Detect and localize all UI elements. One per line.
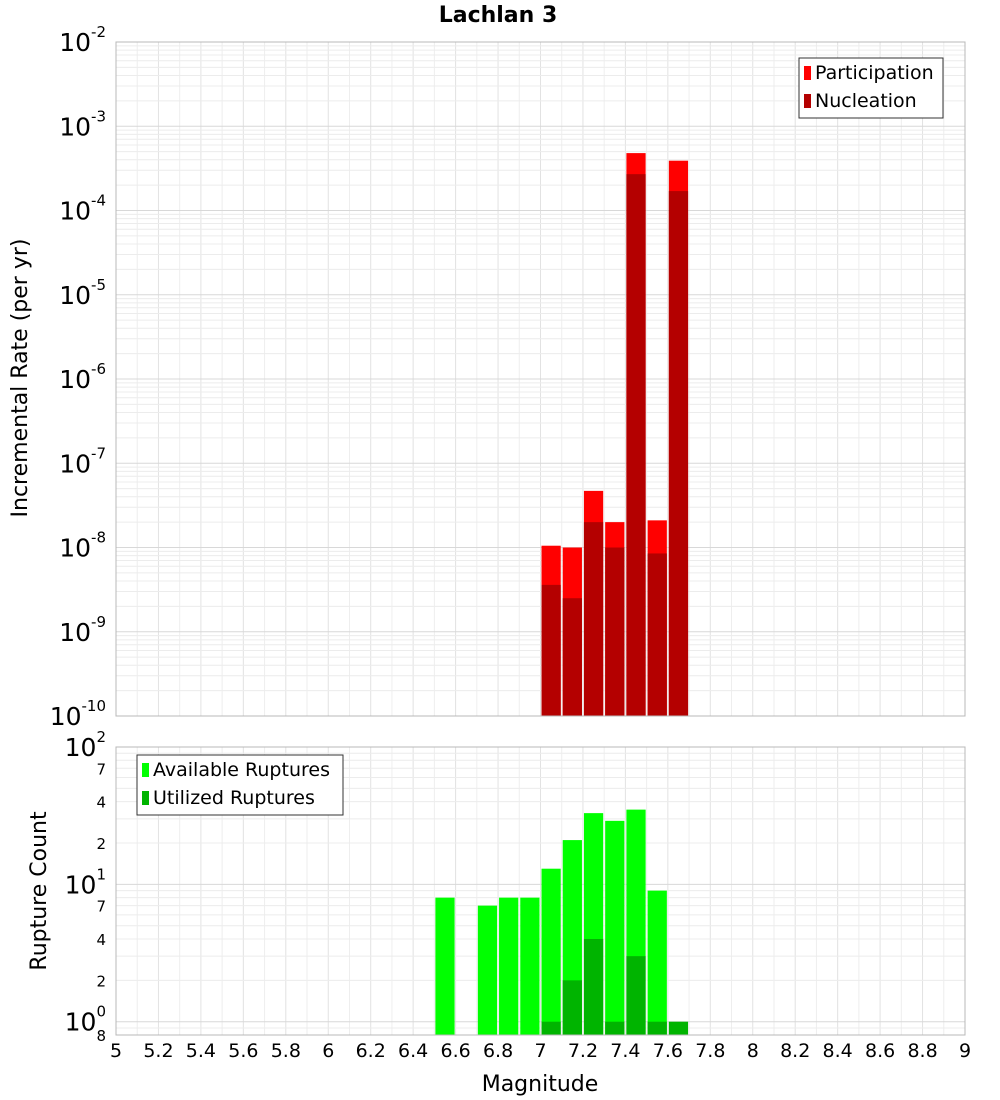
y-tick-label: 10-10	[50, 697, 106, 731]
y-minor-tick-label: 7	[96, 898, 106, 916]
y-minor-tick-label: 4	[96, 931, 106, 949]
y-tick-label: 10-2	[59, 23, 106, 57]
plot-frame	[115, 746, 966, 1036]
x-tick-label: 7.6	[653, 1040, 683, 1062]
count-y-axis-label: Rupture Count	[27, 811, 52, 971]
bar-available-ruptures	[541, 868, 561, 1035]
y-tick-label: 10-6	[59, 360, 106, 394]
bar-available-ruptures	[435, 897, 455, 1035]
x-tick-label: 5.8	[271, 1040, 301, 1062]
bar-nucleation	[583, 522, 604, 716]
legend-swatch	[804, 94, 811, 108]
bar-available-ruptures	[477, 905, 498, 1035]
y-minor-tick-label: 2	[96, 835, 106, 853]
bar-nucleation	[562, 598, 582, 716]
plot-frame	[115, 41, 966, 717]
y-tick-label: 100	[65, 1003, 106, 1037]
x-tick-label: 6.8	[483, 1040, 513, 1062]
x-tick-label: 6.6	[440, 1040, 470, 1062]
legend: Participation Nucleation	[798, 57, 944, 119]
bar-nucleation	[626, 174, 646, 717]
chart-title: Lachlan 3	[439, 3, 558, 28]
x-tick-label: 8.6	[865, 1040, 895, 1062]
x-tick-label: 9	[959, 1040, 971, 1062]
x-tick-label: 5.4	[186, 1040, 216, 1062]
bar-available-ruptures	[605, 820, 625, 1035]
rate-y-axis-label: Incremental Rate (per yr)	[8, 239, 33, 518]
legend: Available Ruptures Utilized Ruptures	[136, 754, 344, 816]
y-tick-label: 10-8	[59, 529, 106, 563]
x-tick-label: 7	[534, 1040, 546, 1062]
legend-swatch	[804, 66, 811, 80]
bar-nucleation	[605, 547, 625, 716]
y-minor-tick-label: 7	[96, 760, 106, 778]
bar-utilized-ruptures	[541, 1021, 561, 1035]
rate-plot: 10-10 10-9 10-8 10-7 10-6 10-5 10-4 10-3 10-2 Par…	[50, 23, 966, 731]
y-tick-label: 101	[65, 865, 106, 899]
legend-swatch	[142, 763, 149, 777]
legend-entry: Utilized Ruptures	[153, 787, 315, 809]
x-tick-label: 5.2	[143, 1040, 173, 1062]
x-tick-label: 6.2	[356, 1040, 386, 1062]
bar-utilized-ruptures	[647, 1021, 667, 1035]
bar-utilized-ruptures	[583, 939, 604, 1035]
y-minor-tick-label: 8	[96, 1027, 106, 1045]
legend-entry: Participation	[815, 62, 934, 84]
x-axis-label: Magnitude	[482, 1072, 599, 1097]
bar-utilized-ruptures	[668, 1021, 689, 1035]
x-tick-label: 6	[322, 1040, 334, 1062]
bar-nucleation	[647, 553, 667, 716]
bar-available-ruptures	[520, 897, 540, 1035]
x-tick-label: 8.8	[907, 1040, 937, 1062]
legend-box	[798, 57, 944, 119]
x-tick-label: 8	[747, 1040, 759, 1062]
bar-utilized-ruptures	[562, 980, 582, 1035]
x-tick-label: 5	[110, 1040, 122, 1062]
y-tick-label: 10-3	[59, 107, 106, 141]
legend-swatch	[142, 791, 149, 805]
legend-entry: Nucleation	[815, 90, 917, 112]
y-tick-label: 10-7	[59, 444, 106, 478]
bar-nucleation	[541, 584, 561, 716]
x-tick-label: 7.8	[695, 1040, 725, 1062]
y-tick-label: 10-9	[59, 613, 106, 647]
x-tick-label: 8.2	[780, 1040, 810, 1062]
x-tick-label: 7.4	[610, 1040, 640, 1062]
rupture-count-plot: 100 101 102 8 2 4 7 2 4 7 5 5.2 5.4 5.6 5.8 6 6.2 6.4 6.6 6…	[65, 728, 971, 1062]
bar-nucleation	[668, 191, 689, 717]
x-tick-label: 7.2	[568, 1040, 598, 1062]
x-tick-label: 8.4	[823, 1040, 853, 1062]
y-minor-tick-label: 2	[96, 972, 106, 990]
y-minor-tick-label: 4	[96, 794, 106, 812]
y-tick-label: 10-4	[59, 192, 106, 226]
bar-utilized-ruptures	[626, 956, 646, 1035]
legend-box	[136, 754, 344, 816]
bar-utilized-ruptures	[605, 1021, 625, 1035]
bar-available-ruptures	[647, 890, 667, 1035]
y-tick-label: 102	[65, 728, 106, 762]
y-tick-label: 10-5	[59, 276, 106, 310]
legend-entry: Available Ruptures	[153, 759, 330, 781]
x-tick-label: 6.4	[398, 1040, 428, 1062]
bar-available-ruptures	[499, 897, 519, 1035]
x-tick-label: 5.6	[228, 1040, 258, 1062]
